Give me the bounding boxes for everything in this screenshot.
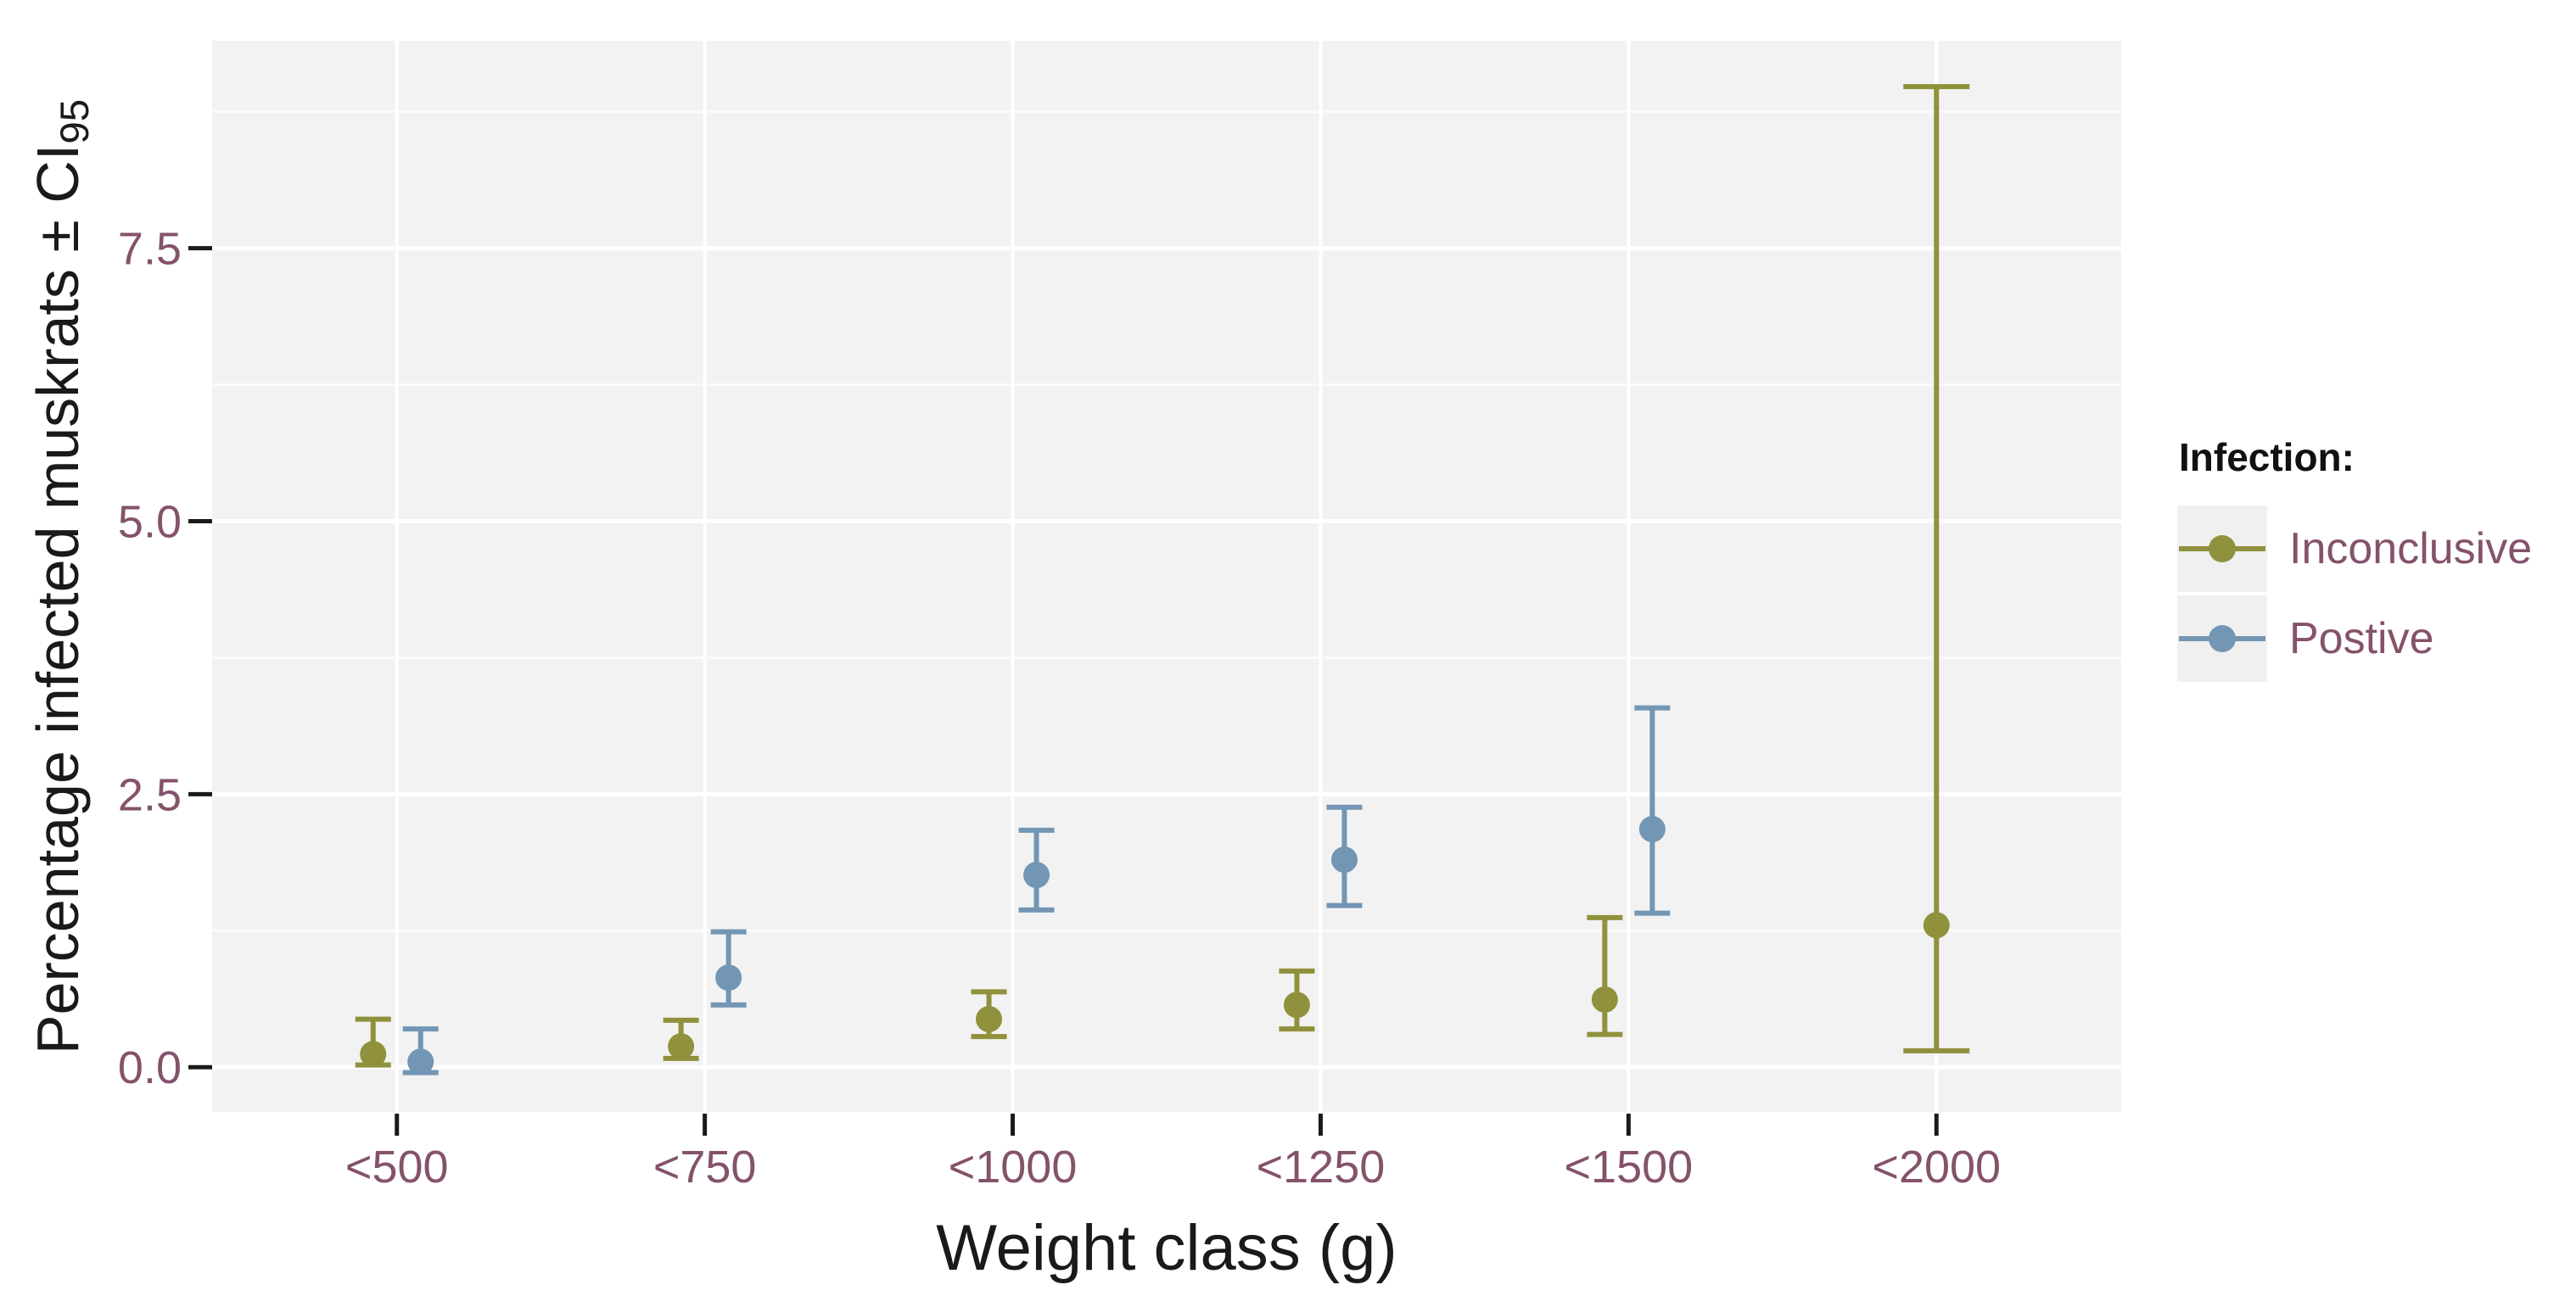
data-point — [715, 964, 742, 992]
data-point — [1330, 846, 1358, 874]
y-axis-title-text: Percentage infected muskrats ± CI — [25, 143, 92, 1055]
data-point — [360, 1041, 387, 1068]
x-tick-label: <500 — [345, 1142, 449, 1193]
y-axis-title-subscript: 95 — [52, 98, 98, 144]
data-point — [407, 1048, 434, 1075]
data-point — [1591, 986, 1618, 1013]
x-tick-label: <2000 — [1872, 1142, 2001, 1193]
legend-key-inconclusive — [2177, 506, 2267, 592]
y-tick-label: 2.5 — [118, 769, 182, 820]
x-tick-label: <1500 — [1565, 1142, 1694, 1193]
legend-entry-inconclusive: Inconclusive — [2177, 506, 2532, 592]
legend-entry-postive: Postive — [2177, 595, 2532, 682]
x-tick-label: <1250 — [1257, 1142, 1386, 1193]
data-point — [668, 1033, 695, 1060]
pointrange-glyph-dot — [2209, 535, 2236, 562]
legend-label: Inconclusive — [2289, 524, 2533, 573]
y-tick-label: 5.0 — [118, 496, 182, 547]
data-point — [1638, 816, 1666, 843]
pointrange-glyph-dot — [2209, 625, 2236, 652]
legend-title: Infection: — [2179, 435, 2355, 479]
data-point — [1283, 992, 1310, 1019]
x-axis-title: Weight class (g) — [936, 1212, 1397, 1284]
legend-label: Postive — [2289, 614, 2434, 663]
y-tick-label: 7.5 — [118, 224, 182, 275]
y-tick-label: 0.0 — [118, 1042, 182, 1093]
x-tick-label: <750 — [653, 1142, 757, 1193]
data-point — [1023, 862, 1050, 889]
legend-key-postive — [2177, 595, 2267, 682]
data-point — [976, 1006, 1003, 1033]
plot-panel — [212, 41, 2121, 1112]
data-point — [1923, 912, 1950, 939]
y-axis-title: Percentage infected muskrats ± CI95 — [24, 99, 98, 1054]
x-tick-label: <1000 — [949, 1142, 1078, 1193]
legend: Infection: Inconclusive Postive — [2177, 434, 2532, 685]
